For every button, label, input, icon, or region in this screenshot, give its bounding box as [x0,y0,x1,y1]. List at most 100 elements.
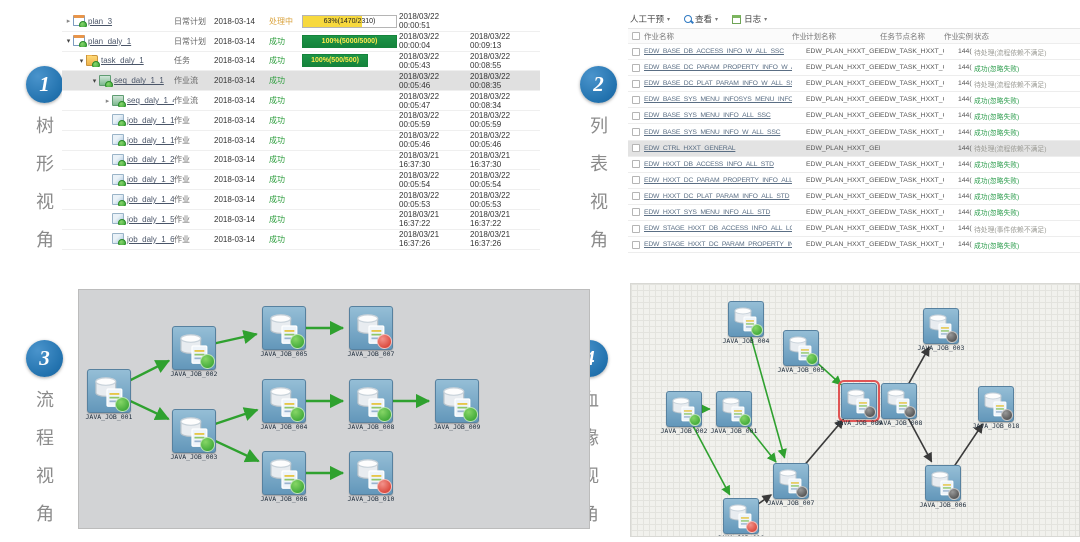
job-node-JAVA_JOB_010[interactable]: JAVA_JOB_010 [718,498,764,536]
tree-node-link[interactable]: job_daly_1_3 [127,175,174,185]
job-node-JAVA_JOB_005[interactable]: JAVA_JOB_005 [778,330,824,374]
job-node-JAVA_JOB_006[interactable]: JAVA_JOB_006 [920,465,966,509]
row-checkbox[interactable] [632,192,640,201]
job-name-link[interactable]: EDW_STAGE_HXXT_DC_PARAM_PROPERTY_INFO_AL… [644,241,792,249]
job-node-JAVA_JOB_005[interactable]: JAVA_JOB_005 [261,306,307,358]
tree-node-link[interactable]: plan_daly_1 [88,36,132,46]
tree-node-link[interactable]: job_daly_1_5 [127,214,174,224]
row-checkbox[interactable] [632,144,640,153]
tree-node-link[interactable]: job_daly_1_1 [127,115,174,125]
column-header[interactable]: 任务节点名称 [880,31,925,41]
job-node-JAVA_JOB_003[interactable]: JAVA_JOB_003 [171,409,217,461]
job-node-JAVA_JOB_001[interactable]: JAVA_JOB_001 [711,391,757,435]
job-node-JAVA_JOB_002[interactable]: JAVA_JOB_002 [661,391,707,435]
tree-row[interactable]: job_daly_1_5 作业 2018-03-14 成功 2018/03/21 16:… [62,209,540,230]
tree-row[interactable]: job_daly_1_4 作业 2018-03-14 成功 2018/03/22 00:… [62,190,540,210]
job-node-JAVA_JOB_009[interactable]: JAVA_JOB_009 [836,380,882,427]
job-node-JAVA_JOB_008[interactable]: JAVA_JOB_008 [348,379,394,431]
tree-node-link[interactable]: job_daly_1_10 [127,135,174,145]
row-checkbox[interactable] [632,79,640,88]
job-name-link[interactable]: EDW_BASE_DC_PLAT_PARAM_INFO_W_ALL_SSC [644,80,792,88]
tree-expander-icon[interactable]: ▾ [92,77,97,85]
tree-node-link[interactable]: job_daly_1_2 [127,155,174,165]
tree-expander-icon[interactable]: ▾ [66,38,71,46]
job-node-JAVA_JOB_007[interactable]: JAVA_JOB_007 [348,306,394,358]
toolbar-button-查看[interactable]: 查看 ▾ [684,13,718,25]
job-name-link[interactable]: EDW_STAGE_HXXT_DB_ACCESS_INFO_ALL_LOAD [644,225,792,233]
job-name-link[interactable]: EDW_HXXT_SYS_MENU_INFO_ALL_STD [644,208,771,216]
lineage-graph-canvas[interactable]: JAVA_JOB_004 JAVA_JOB_005 JAVA_JOB_002 JAVA… [630,283,1080,537]
column-header[interactable]: 作业名称 [644,31,674,41]
tree-node-link[interactable]: plan_3 [88,16,113,26]
tree-node-link[interactable]: seq_daly_1_1 [114,76,164,86]
job-node-JAVA_JOB_010[interactable]: JAVA_JOB_010 [348,451,394,503]
tree-row[interactable]: job_daly_1_3 作业 2018-03-14 成功 2018/03/22 00:… [62,170,540,191]
job-node-JAVA_JOB_002[interactable]: JAVA_JOB_002 [171,326,217,378]
job-node-JAVA_JOB_001[interactable]: JAVA_JOB_001 [86,369,132,421]
tree-row[interactable]: ▾ plan_daly_1 日常计划 2018-03-14 成功 100%(5000/50… [62,31,540,52]
tree-node-link[interactable]: task_daly_1 [101,56,144,66]
tree-node-link[interactable]: job_daly_1_4 [127,195,174,205]
select-all-checkbox[interactable] [632,32,640,40]
list-row[interactable]: EDW_STAGE_HXXT_DB_ACCESS_INFO_ALL_LOAD ED… [628,221,1080,238]
column-header[interactable]: 状态 [974,31,989,41]
job-node-JAVA_JOB_008[interactable]: JAVA_JOB_008 [876,383,922,427]
row-checkbox[interactable] [632,47,640,56]
tree-expander-icon[interactable]: ▾ [79,57,84,65]
job-name-link[interactable]: EDW_BASE_DC_PARAM_PROPERTY_INFO_W_ALL_SS… [644,64,792,72]
job-node-JAVA_JOB_007[interactable]: JAVA_JOB_007 [768,463,814,507]
tree-row[interactable]: ▾ seq_daly_1_1 作业流 2018-03-14 成功 2018/03/22 0… [62,71,540,92]
row-checkbox[interactable] [632,63,640,72]
list-row[interactable]: EDW_STAGE_HXXT_DC_PARAM_PROPERTY_INFO_AL… [628,237,1080,254]
job-node-JAVA_JOB_003[interactable]: JAVA_JOB_003 [918,308,964,352]
row-checkbox[interactable] [632,128,640,137]
tree-expander-icon[interactable]: ▸ [66,18,71,26]
tree-node-link[interactable]: seq_daly_1_4 [127,96,174,106]
job-name-link[interactable]: EDW_HXXT_DB_ACCESS_INFO_ALL_STD [644,160,774,168]
column-header[interactable]: 计划名称 [806,31,836,41]
job-name-link[interactable]: EDW_BASE_SYS_MENU_INFOSYS_MENU_INFO_ALL_… [644,96,792,104]
column-header[interactable]: 实例 [958,31,973,41]
list-row[interactable]: EDW_BASE_DC_PLAT_PARAM_INFO_W_ALL_SSC EDW… [628,76,1080,93]
list-row[interactable]: EDW_CTRL_HXXT_GENERAL EDW_PLAN_HXXT_GENER… [628,140,1080,157]
tree-row[interactable]: job_daly_1_2 作业 2018-03-14 成功 2018/03/21 16:… [62,150,540,171]
toolbar-button-日志[interactable]: 日志 ▾ [732,13,767,25]
list-row[interactable]: EDW_BASE_DC_PARAM_PROPERTY_INFO_W_ALL_SS… [628,60,1080,77]
column-header[interactable]: 作业 [944,31,958,41]
tree-row[interactable]: job_daly_1_1 作业 2018-03-14 成功 2018/03/22 00:… [62,110,540,131]
column-header[interactable]: 作业 [792,31,806,41]
job-node-JAVA_JOB_006[interactable]: JAVA_JOB_006 [261,451,307,503]
row-checkbox[interactable] [632,224,640,233]
row-checkbox[interactable] [632,176,640,185]
job-name-link[interactable]: EDW_HXXT_DC_PLAT_PARAM_INFO_ALL_STD [644,192,790,200]
tree-row[interactable]: job_daly_1_10 作业 2018-03-14 成功 2018/03/22 00… [62,130,540,151]
tree-row[interactable]: ▾ task_daly_1 任务 2018-03-14 成功 100%(500/500) 2… [62,51,540,72]
list-row[interactable]: EDW_BASE_DB_ACCESS_INFO_W_ALL_SSC EDW_PLA… [628,44,1080,61]
list-row[interactable]: EDW_HXXT_SYS_MENU_INFO_ALL_STD EDW_PLAN_H… [628,204,1080,222]
row-checkbox[interactable] [632,208,640,217]
row-checkbox[interactable] [632,95,640,104]
job-name-link[interactable]: EDW_CTRL_HXXT_GENERAL [644,144,736,152]
row-checkbox[interactable] [632,240,640,249]
row-checkbox[interactable] [632,160,640,169]
tree-expander-icon[interactable]: ▸ [105,97,110,105]
job-node-JAVA_JOB_004[interactable]: JAVA_JOB_004 [261,379,307,431]
list-row[interactable]: EDW_BASE_SYS_MENU_INFO_ALL_SSC EDW_PLAN_H… [628,108,1080,125]
flow-graph-canvas[interactable]: JAVA_JOB_001 JAVA_JOB_002 JAVA_JOB_003 JAVA… [78,289,590,529]
list-row[interactable]: EDW_HXXT_DC_PLAT_PARAM_INFO_ALL_STD EDW_P… [628,188,1080,205]
list-row[interactable]: EDW_BASE_SYS_MENU_INFO_W_ALL_SSC EDW_PLAN… [628,124,1080,141]
toolbar-button-人工干预[interactable]: 人工干预 ▾ [630,13,670,25]
job-node-JAVA_JOB_009[interactable]: JAVA_JOB_009 [434,379,480,431]
list-row[interactable]: EDW_HXXT_DB_ACCESS_INFO_ALL_STD EDW_PLAN_… [628,156,1080,173]
job-name-link[interactable]: EDW_BASE_SYS_MENU_INFO_ALL_SSC [644,112,771,120]
job-node-JAVA_JOB_018[interactable]: JAVA_JOB_018 [973,386,1019,430]
tree-row[interactable]: ▸ seq_daly_1_4 作业流 2018-03-14 成功 2018/03/22 0… [62,91,540,111]
list-row[interactable]: EDW_BASE_SYS_MENU_INFOSYS_MENU_INFO_ALL_… [628,92,1080,109]
tree-row[interactable]: ▸ plan_3 日常计划 2018-03-14 处理中 63%(1470/2310) 20… [62,12,540,32]
job-name-link[interactable]: EDW_BASE_SYS_MENU_INFO_W_ALL_SSC [644,128,781,136]
list-row[interactable]: EDW_HXXT_DC_PARAM_PROPERTY_INFO_ALL_STD E… [628,172,1080,189]
tree-row[interactable]: job_daly_1_6 作业 2018-03-14 成功 2018/03/21 16:… [62,229,540,250]
job-name-link[interactable]: EDW_BASE_DB_ACCESS_INFO_W_ALL_SSC [644,48,784,56]
job-name-link[interactable]: EDW_HXXT_DC_PARAM_PROPERTY_INFO_ALL_STD [644,176,792,184]
row-checkbox[interactable] [632,111,640,120]
